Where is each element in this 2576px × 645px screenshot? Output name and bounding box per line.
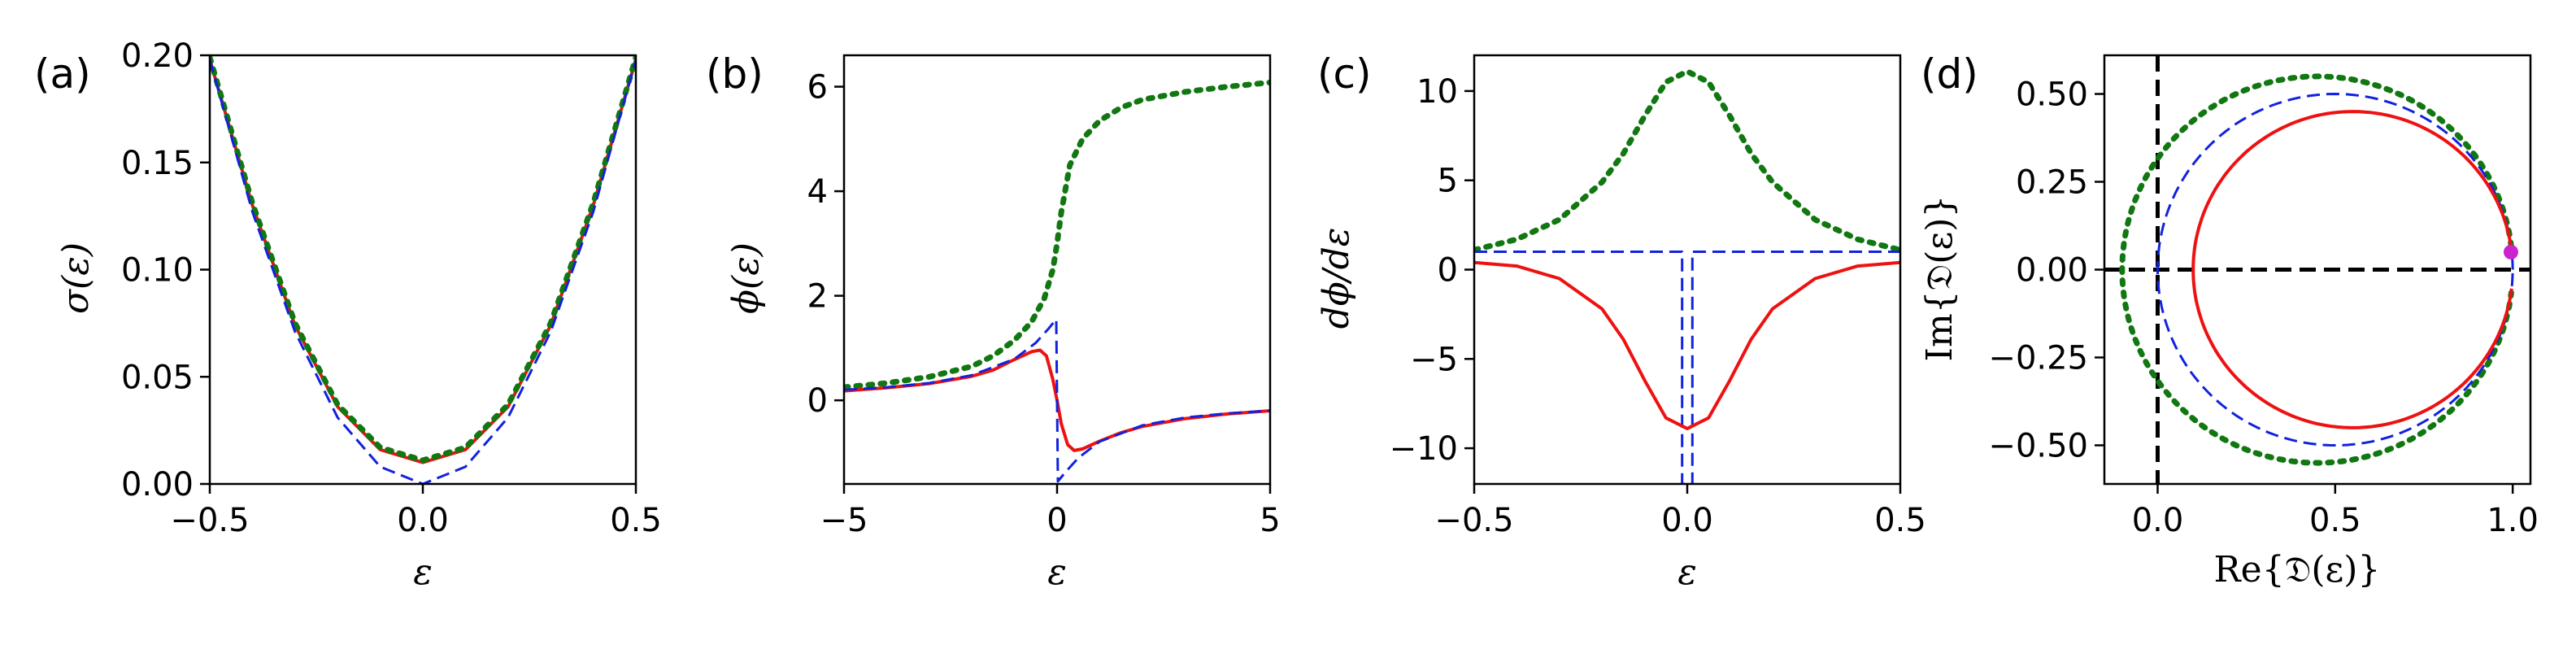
x-tick-label: 0.0 xyxy=(397,502,449,539)
y-axis-label: Im{𝔇(ε)} xyxy=(1919,195,1960,362)
ticks: −0.5 0.0 0.5 0.00 0.05 0.10 0.15 0.20 xyxy=(121,37,662,539)
y-axis-label: σ(ε) xyxy=(55,242,97,314)
y-tick-label: 0.05 xyxy=(121,359,194,396)
plot-frame xyxy=(2103,54,2532,486)
plot-frame xyxy=(842,54,1272,486)
series-line-green xyxy=(844,79,1270,390)
ticks: −0.5 0.0 0.5 −10 −5 0 5 10 xyxy=(1390,73,1926,539)
x-axis-label: ε xyxy=(413,551,433,593)
y-tick-label: 0.20 xyxy=(121,37,194,75)
x-tick-label: 5 xyxy=(1260,502,1280,539)
series-group xyxy=(210,55,636,484)
panel-letter: (a) xyxy=(34,50,91,98)
panel-letter: (b) xyxy=(706,50,764,98)
x-tick-label: −5 xyxy=(820,502,868,539)
ticks: −5 0 5 0 2 4 6 xyxy=(807,69,1281,539)
x-tick-label: 0.5 xyxy=(1874,502,1926,539)
circle-trace-green xyxy=(2119,73,2514,466)
y-axis-label: ϕ(ε) xyxy=(725,242,767,314)
start-marker xyxy=(2503,244,2518,259)
panel-c: (c) ε dϕ/dε −0.5 0.0 0.5 −10 −5 0 5 10 xyxy=(1316,50,1926,593)
y-tick-label: 6 xyxy=(807,69,828,107)
y-tick-label: 0.50 xyxy=(2016,76,2088,114)
ticks: 0.0 0.5 1.0 −0.50 −0.25 0.00 0.25 0.50 xyxy=(1988,76,2539,539)
y-tick-label: 0.10 xyxy=(121,252,194,290)
circle-trace-red xyxy=(2191,110,2513,429)
x-axis-label: Re{𝔇(ε)} xyxy=(2214,549,2381,591)
y-tick-label: 5 xyxy=(1438,163,1458,200)
y-tick-label: 0.25 xyxy=(2016,164,2088,202)
series-line-blue xyxy=(1474,251,1900,484)
y-tick-label: 0.00 xyxy=(2016,252,2088,290)
y-tick-label: −10 xyxy=(1390,430,1458,468)
y-axis-label: dϕ/dε xyxy=(1316,228,1357,329)
x-tick-label: −0.5 xyxy=(1434,502,1513,539)
x-tick-label: 0.0 xyxy=(2132,502,2184,539)
x-tick-label: −0.5 xyxy=(170,502,249,539)
x-tick-label: 0.0 xyxy=(1661,502,1713,539)
panel-letter: (d) xyxy=(1921,50,1978,98)
y-tick-label: 2 xyxy=(807,278,828,316)
x-axis-label: ε xyxy=(1677,551,1697,593)
series-line-red xyxy=(1474,260,1900,430)
series-line-green xyxy=(210,55,636,464)
x-tick-label: 0.5 xyxy=(2309,502,2361,539)
x-axis-label: ε xyxy=(1047,551,1067,593)
y-tick-label: 4 xyxy=(807,173,828,211)
series-line-green xyxy=(1474,68,1900,253)
panel-letter: (c) xyxy=(1317,50,1372,98)
x-tick-label: 0.5 xyxy=(610,502,662,539)
y-tick-label: −5 xyxy=(1410,341,1458,378)
y-tick-label: 0.00 xyxy=(121,466,194,503)
plot-frame xyxy=(1473,54,1902,486)
series-group xyxy=(844,79,1270,483)
y-tick-label: −0.25 xyxy=(1988,339,2088,377)
series-group xyxy=(1474,68,1900,484)
series-line-blue xyxy=(844,318,1270,483)
panel-a: (a) ε σ(ε) −0.5 0.0 0.5 0.00 0.05 0.10 0.15 0.2… xyxy=(34,37,662,593)
panel-d: (d) Re{𝔇(ε)} Im{𝔇(ε)} 0.0 0.5 1.0 −0.50 −0.2… xyxy=(1919,50,2539,591)
y-tick-label: −0.50 xyxy=(1988,427,2088,464)
circle-trace-blue xyxy=(2156,92,2514,447)
y-tick-label: 0 xyxy=(1438,252,1458,290)
x-tick-label: 1.0 xyxy=(2487,502,2539,539)
x-tick-label: 0 xyxy=(1046,502,1067,539)
panel-b: (b) ε ϕ(ε) −5 0 5 0 2 4 6 xyxy=(706,50,1281,593)
y-tick-label: 0.15 xyxy=(121,145,194,182)
y-tick-label: 0 xyxy=(807,382,828,420)
series-line-blue xyxy=(210,59,636,484)
y-tick-label: 10 xyxy=(1416,73,1458,111)
plot-frame xyxy=(208,54,637,486)
series-group xyxy=(2104,55,2530,484)
